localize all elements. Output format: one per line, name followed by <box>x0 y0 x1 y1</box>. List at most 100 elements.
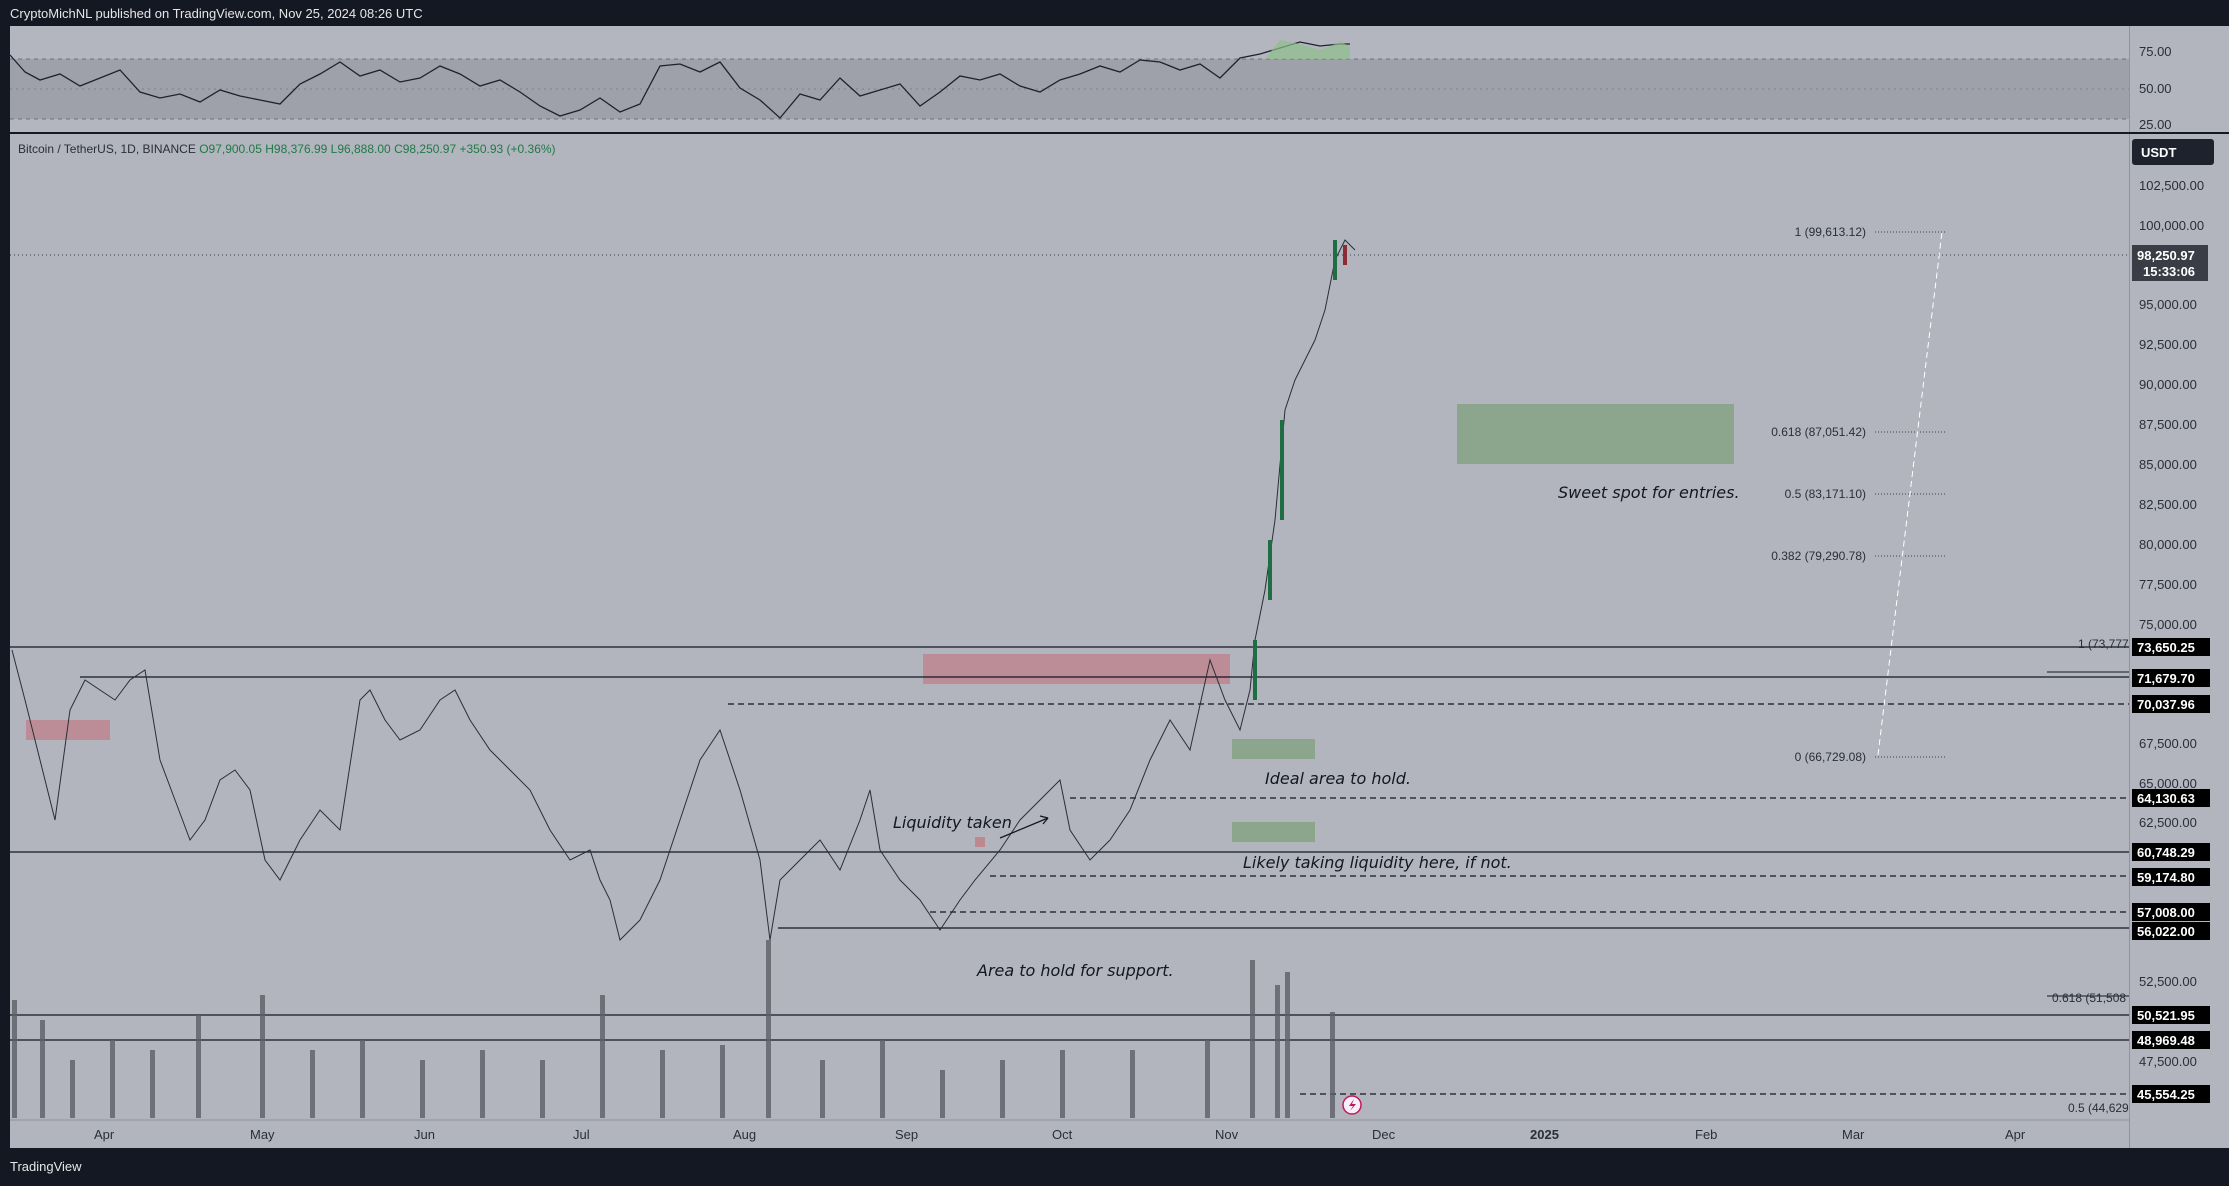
currency-badge[interactable] <box>2132 139 2214 165</box>
time-tick: Apr <box>2005 1127 2026 1142</box>
price-tick: 47,500.00 <box>2139 1054 2197 1069</box>
time-tick: Sep <box>895 1127 918 1142</box>
volume-bar <box>480 1050 485 1118</box>
volume-bar <box>420 1060 425 1118</box>
volume-bar <box>660 1050 665 1118</box>
time-tick: Aug <box>733 1127 756 1142</box>
level-tag <box>2132 1085 2210 1103</box>
level-tag <box>2132 669 2210 687</box>
tradingview-logo[interactable]: TradingView <box>10 1159 82 1174</box>
volume-bar <box>880 1040 885 1118</box>
liquidity-marker <box>975 837 985 847</box>
volume-bar <box>196 1015 201 1118</box>
volume-bar <box>70 1060 75 1118</box>
level-tag-text: 48,969.48 <box>2137 1033 2195 1048</box>
fib-label-5: 0.5 (83,171.10) <box>1785 487 1866 501</box>
level-tag-text: 64,130.63 <box>2137 791 2195 806</box>
publisher-caption: CryptoMichNL published on TradingView.co… <box>10 6 423 21</box>
ohlc-high: H98,376.99 <box>265 142 328 156</box>
price-axis-labels: 102,500.00 100,000.00 95,000.00 92,500.0… <box>2139 178 2204 1069</box>
price-tick: 62,500.00 <box>2139 815 2197 830</box>
time-tick: Dec <box>1372 1127 1396 1142</box>
level-tag-text: 57,008.00 <box>2137 905 2195 920</box>
fib-label-382: 0.382 (79,290.78) <box>1771 549 1866 563</box>
volume-bar <box>1205 1040 1210 1118</box>
time-tick: Nov <box>1215 1127 1239 1142</box>
price-path <box>11 239 1356 941</box>
volume-bars <box>12 940 1335 1118</box>
countdown-value: 15:33:06 <box>2143 264 2195 279</box>
volume-bar <box>820 1060 825 1118</box>
price-tick: 100,000.00 <box>2139 218 2204 233</box>
level-tag <box>2132 789 2210 807</box>
fib-label-1: 1 (99,613.12) <box>1795 225 1866 239</box>
fib-label-0: 0 (66,729.08) <box>1795 750 1866 764</box>
volume-bar <box>1130 1050 1135 1118</box>
rsi-tick: 75.00 <box>2139 44 2172 59</box>
price-axis[interactable] <box>2129 26 2229 1148</box>
price-tick: 77,500.00 <box>2139 577 2197 592</box>
ohlc-low: L96,888.00 <box>330 142 391 156</box>
symbol-title: Bitcoin / TetherUS, 1D, BINANCE <box>18 142 196 156</box>
current-price-tag <box>2132 245 2208 281</box>
level-tag-text: 73,650.25 <box>2137 640 2195 655</box>
level-tag <box>2132 903 2210 921</box>
level-tag <box>2132 1006 2210 1024</box>
fib-left-label-618: 0.618 (51,508 <box>2052 991 2126 1005</box>
annotation-sweet-spot: Sweet spot for entries. <box>1558 483 1740 502</box>
rsi-overbought-fill <box>1265 40 1350 59</box>
volume-bar <box>1330 1012 1335 1118</box>
ohlc-change: +350.93 (+0.36%) <box>459 142 556 156</box>
level-tag-text: 50,521.95 <box>2137 1008 2195 1023</box>
fib-trend-line <box>1877 231 1943 756</box>
volume-bar <box>40 1020 45 1118</box>
price-tick: 80,000.00 <box>2139 537 2197 552</box>
price-tick: 75,000.00 <box>2139 617 2197 632</box>
volume-bar <box>110 1040 115 1118</box>
price-tick: 67,500.00 <box>2139 736 2197 751</box>
level-tag-text: 56,022.00 <box>2137 924 2195 939</box>
volume-bar <box>360 1040 365 1118</box>
price-tick: 82,500.00 <box>2139 497 2197 512</box>
ohlc-close: C98,250.97 <box>394 142 457 156</box>
annotation-area-support: Area to hold for support. <box>976 961 1174 980</box>
price-tick: 92,500.00 <box>2139 337 2197 352</box>
current-price-value: 98,250.97 <box>2137 248 2195 263</box>
liquidity-arrow <box>999 817 1049 839</box>
fib-left-label-1: 1 (73,777 <box>2078 637 2129 651</box>
fib-label-618: 0.618 (87,051.42) <box>1771 425 1866 439</box>
top-bar: CryptoMichNL published on TradingView.co… <box>0 0 2229 27</box>
time-tick: Oct <box>1052 1127 1073 1142</box>
volume-bar <box>1250 960 1255 1118</box>
level-tag <box>2132 843 2210 861</box>
price-tick: 52,500.00 <box>2139 974 2197 989</box>
volume-bar <box>940 1070 945 1118</box>
volume-bar <box>1285 972 1290 1118</box>
price-tick: 95,000.00 <box>2139 297 2197 312</box>
hold-zone-green <box>1232 739 1315 759</box>
fib-left-label-5: 0.5 (44,629 <box>2068 1101 2129 1115</box>
time-tick: May <box>250 1127 275 1142</box>
volume-bar <box>260 995 265 1118</box>
time-tick: Jun <box>414 1127 435 1142</box>
ohlc-open: O97,900.05 <box>199 142 262 156</box>
volume-bar <box>150 1050 155 1118</box>
sweet-spot-zone <box>1457 404 1734 464</box>
price-tick: 87,500.00 <box>2139 417 2197 432</box>
level-tag-text: 59,174.80 <box>2137 870 2195 885</box>
level-tag-text: 45,554.25 <box>2137 1087 2195 1102</box>
level-tag <box>2132 1031 2210 1049</box>
time-tick: Jul <box>573 1127 590 1142</box>
time-tick: 2025 <box>1530 1127 1559 1142</box>
bottom-bar: TradingView <box>0 1148 2229 1186</box>
price-tick: 90,000.00 <box>2139 377 2197 392</box>
volume-bar <box>720 1045 725 1118</box>
level-tag <box>2132 868 2210 886</box>
rsi-tick: 25.00 <box>2139 117 2172 132</box>
lightning-icon-glyph <box>1349 1099 1356 1111</box>
volume-bar <box>1275 985 1280 1118</box>
level-tag-text: 71,679.70 <box>2137 671 2195 686</box>
price-chart-pane[interactable] <box>10 26 2129 1148</box>
annotation-ideal-area: Ideal area to hold. <box>1265 769 1411 788</box>
